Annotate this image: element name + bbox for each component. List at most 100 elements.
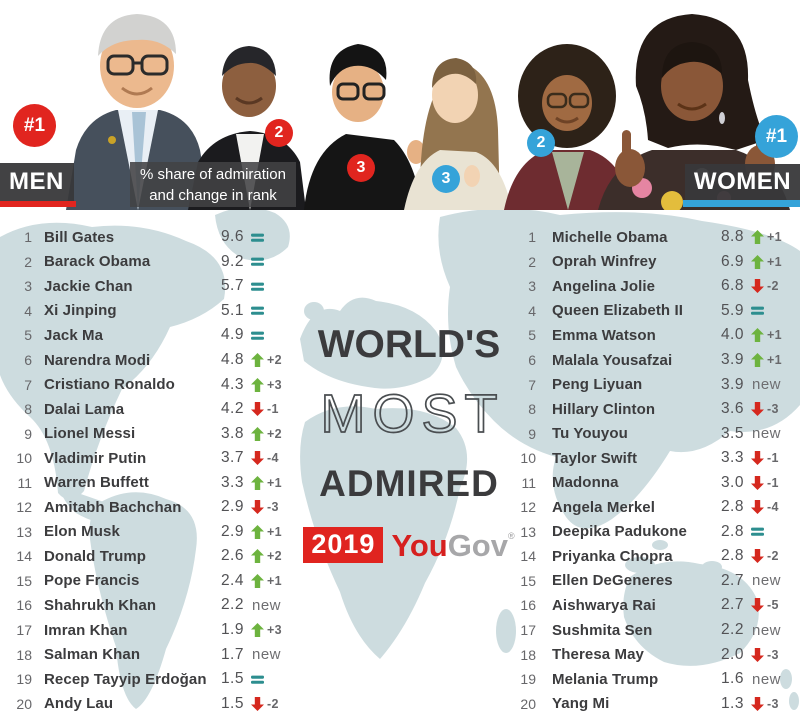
logo-gov: Gov — [447, 527, 508, 563]
down-arrow-icon — [744, 500, 766, 515]
person-name: Angela Merkel — [552, 498, 656, 516]
down-arrow-icon — [244, 500, 266, 515]
person-name: Peng Liyuan — [552, 376, 643, 394]
list-row: 10 Vladimir Putin 3.7 -4 — [14, 446, 290, 471]
share-value: 3.3 — [220, 473, 244, 491]
no-change-icon — [244, 673, 266, 686]
person-name: Recep Tayyip Erdoğan — [44, 670, 207, 688]
share-value: 5.7 — [220, 277, 244, 295]
list-row: 6 Malala Yousafzai 3.9 +1 — [514, 348, 790, 373]
rank: 1 — [528, 229, 536, 246]
rank-change: +2 — [267, 353, 282, 367]
share-value: 2.2 — [720, 621, 744, 639]
rank-change: +1 — [267, 475, 282, 490]
up-arrow-icon — [244, 623, 266, 638]
no-change-icon — [744, 525, 766, 538]
down-arrow-icon — [744, 279, 766, 294]
rank-change: -3 — [767, 402, 779, 417]
rank: 6 — [528, 352, 536, 368]
rank: 9 — [528, 425, 536, 442]
rank: 7 — [24, 376, 32, 393]
list-row: 4 Queen Elizabeth II 5.9 — [514, 299, 790, 324]
registered-mark: ® — [507, 530, 515, 541]
share-value: 3.0 — [720, 473, 744, 491]
no-change-icon — [744, 304, 766, 317]
rank-change: new — [252, 596, 282, 614]
share-value: 9.6 — [220, 228, 244, 246]
list-row: 16 Shahrukh Khan 2.2 new — [14, 593, 290, 618]
share-value: 4.9 — [220, 326, 244, 344]
rank-change: -5 — [767, 598, 779, 613]
rank-change: +1 — [767, 230, 782, 245]
share-value: 2.2 — [220, 596, 244, 614]
share-value: 3.6 — [720, 400, 744, 418]
share-value: 1.5 — [220, 670, 244, 688]
person-name: Cristiano Ronaldo — [44, 376, 175, 394]
share-value: 3.8 — [220, 424, 244, 442]
rank: 4 — [24, 302, 32, 319]
rank: 12 — [520, 499, 536, 516]
rank: 13 — [520, 523, 536, 540]
person-name: Vladimir Putin — [44, 449, 147, 467]
share-value: 8.8 — [720, 228, 744, 246]
down-arrow-icon — [744, 451, 766, 466]
share-value: 3.7 — [220, 449, 244, 467]
list-row: 20 Yang Mi 1.3 -3 — [514, 691, 790, 716]
up-arrow-icon — [244, 377, 266, 392]
person-name: Taylor Swift — [552, 449, 638, 467]
rank: 17 — [520, 622, 536, 639]
list-row: 13 Elon Musk 2.9 +1 — [14, 520, 290, 545]
person-name: Jackie Chan — [44, 277, 133, 295]
share-value: 2.8 — [720, 547, 744, 565]
world-map-background — [0, 207, 800, 710]
list-row: 8 Hillary Clinton 3.6 -3 — [514, 397, 790, 422]
up-arrow-icon — [744, 353, 766, 367]
rank-change: -3 — [767, 696, 779, 711]
down-arrow-icon — [244, 451, 266, 466]
person-name: Queen Elizabeth II — [552, 302, 683, 320]
women-rank1-badge: #1 — [755, 115, 798, 158]
rank-change: +1 — [267, 524, 282, 539]
rank: 7 — [528, 376, 536, 393]
rank: 18 — [520, 646, 536, 663]
no-change-icon — [244, 255, 266, 268]
rank-change: -3 — [267, 500, 279, 515]
rank: 8 — [24, 401, 32, 418]
person-name: Bill Gates — [44, 228, 115, 246]
share-value: 4.0 — [720, 326, 744, 344]
no-change-icon — [244, 280, 266, 293]
person-name: Sushmita Sen — [552, 621, 653, 639]
rank: 3 — [528, 278, 536, 295]
list-row: 19 Recep Tayyip Erdoğan 1.5 — [14, 667, 290, 692]
list-row: 5 Emma Watson 4.0 +1 — [514, 323, 790, 348]
rank-change: -1 — [767, 451, 779, 466]
rank-change: +1 — [767, 353, 782, 367]
list-row: 1 Bill Gates 9.6 — [14, 225, 290, 250]
list-row: 16 Aishwarya Rai 2.7 -5 — [514, 593, 790, 618]
rank: 19 — [520, 671, 536, 688]
rank-change: +2 — [267, 549, 282, 564]
list-row: 1 Michelle Obama 8.8 +1 — [514, 225, 790, 250]
yougov-logo: You Gov ® — [391, 530, 514, 561]
up-arrow-icon — [244, 524, 266, 539]
person-name: Salman Khan — [44, 646, 141, 664]
rank: 15 — [16, 572, 32, 589]
list-row: 18 Theresa May 2.0 -3 — [514, 642, 790, 667]
logo-you: You — [391, 527, 448, 563]
rank-change: -1 — [267, 402, 279, 417]
share-value: 1.3 — [720, 694, 744, 712]
rank: 18 — [16, 646, 32, 663]
rank: 5 — [528, 327, 536, 344]
legend-caption-line1: % share of admiration — [140, 166, 286, 183]
list-row: 19 Melania Trump 1.6 new — [514, 667, 790, 692]
list-row: 15 Pope Francis 2.4 +1 — [14, 569, 290, 594]
person-name: Yang Mi — [552, 695, 610, 713]
person-name: Xi Jinping — [44, 302, 117, 320]
share-value: 4.3 — [220, 375, 244, 393]
list-row: 4 Xi Jinping 5.1 — [14, 299, 290, 324]
men-rank1-badge: #1 — [13, 104, 56, 147]
women-rank2-badge: 2 — [527, 129, 555, 157]
rank: 15 — [520, 572, 536, 589]
down-arrow-icon — [744, 402, 766, 417]
person-name: Barack Obama — [44, 253, 151, 271]
